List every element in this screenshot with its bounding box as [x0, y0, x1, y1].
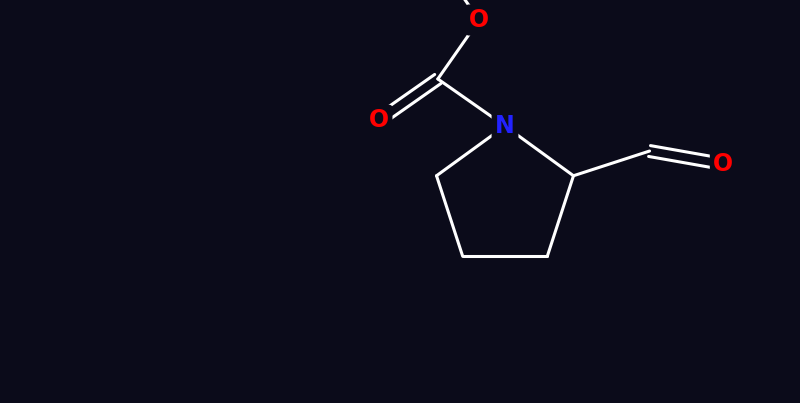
Text: O: O [714, 152, 734, 176]
Text: O: O [369, 108, 389, 132]
Text: N: N [495, 114, 515, 138]
Text: O: O [469, 8, 489, 32]
